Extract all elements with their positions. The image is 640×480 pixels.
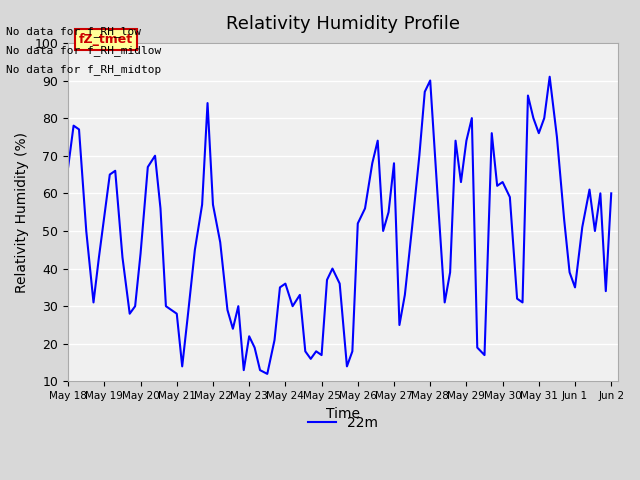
Text: No data for f_RH_low: No data for f_RH_low xyxy=(6,25,141,36)
X-axis label: Time: Time xyxy=(326,407,360,420)
Y-axis label: Relativity Humidity (%): Relativity Humidity (%) xyxy=(15,132,29,293)
Text: No data for f_RH_midlow: No data for f_RH_midlow xyxy=(6,45,162,56)
Title: Relativity Humidity Profile: Relativity Humidity Profile xyxy=(227,15,460,33)
Text: No data for f_RH_midtop: No data for f_RH_midtop xyxy=(6,64,162,75)
Legend: 22m: 22m xyxy=(303,410,384,435)
Text: fZ_tmet: fZ_tmet xyxy=(79,33,133,46)
